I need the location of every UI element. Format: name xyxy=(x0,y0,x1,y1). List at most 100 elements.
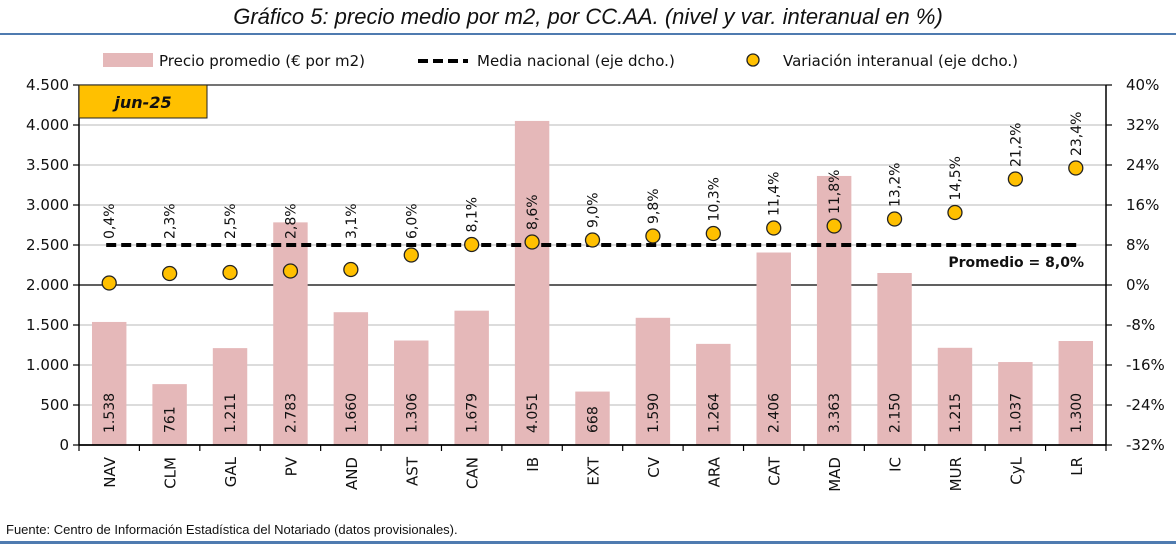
dot-label: 11,8% xyxy=(827,170,843,214)
right-axis-ticks: -32% -24% -16% -8% 0% 8% 16% 24% 32% 40% xyxy=(1106,76,1165,454)
dot xyxy=(886,211,903,227)
left-tick-label: 500 xyxy=(40,396,69,414)
dot xyxy=(464,236,480,253)
category-label: AND xyxy=(343,457,361,490)
right-tick-label: -16% xyxy=(1126,356,1165,374)
dot-label: 0,4% xyxy=(102,203,118,239)
dot-label: 8,6% xyxy=(525,194,541,230)
dot-label: 9,0% xyxy=(586,192,602,228)
bar xyxy=(1058,341,1094,445)
dot xyxy=(222,264,238,281)
bar-label: 3.363 xyxy=(827,393,843,433)
dot-label: 2,3% xyxy=(163,203,179,239)
bar xyxy=(756,252,791,445)
bar-label: 1.037 xyxy=(1008,393,1024,433)
legend-label-bar: Precio promedio (€ por m2) xyxy=(159,52,365,70)
dots xyxy=(101,160,1084,291)
bar-label: 4.051 xyxy=(525,393,541,433)
dot xyxy=(161,265,178,282)
dot-label: 13,2% xyxy=(888,163,904,207)
left-axis-ticks: 0 500 1.000 1.500 2.000 2.500 3.000 3.500 4.000 4… xyxy=(26,76,79,454)
bar xyxy=(152,384,187,445)
dot xyxy=(403,247,419,263)
category-label: IB xyxy=(524,457,542,472)
right-tick-label: -24% xyxy=(1126,396,1165,414)
left-tick-label: 4.000 xyxy=(26,116,69,134)
bar-label: 2.783 xyxy=(283,393,299,433)
right-tick-label: 16% xyxy=(1126,196,1159,214)
bar-label: 1.679 xyxy=(465,393,481,433)
dot xyxy=(282,263,299,279)
right-tick-label: -32% xyxy=(1126,436,1165,454)
average-annotation: Promedio = 8,0% xyxy=(948,255,1084,271)
category-label: CV xyxy=(645,456,663,477)
dot-label: 3,1% xyxy=(344,203,360,239)
dot-label: 23,4% xyxy=(1069,112,1085,156)
bar xyxy=(454,310,489,445)
dot xyxy=(343,261,359,278)
dot-label: 8,1% xyxy=(465,197,481,233)
bar-label: 1.538 xyxy=(102,393,118,433)
dot xyxy=(524,234,540,250)
category-label: NAV xyxy=(101,456,119,488)
legend-swatch-bar xyxy=(103,53,153,67)
category-label: CLM xyxy=(162,457,180,489)
dot-label: 21,2% xyxy=(1008,123,1024,167)
right-tick-label: -8% xyxy=(1126,316,1155,334)
category-label: GAL xyxy=(222,456,240,487)
title-rule xyxy=(0,33,1176,35)
left-tick-label: 4.500 xyxy=(26,76,69,94)
category-label: EXT xyxy=(585,456,603,485)
right-tick-label: 8% xyxy=(1126,236,1150,254)
bar-label: 1.264 xyxy=(706,393,722,433)
bar xyxy=(91,321,127,445)
dot-label: 2,8% xyxy=(283,203,299,239)
bar xyxy=(273,222,308,445)
category-labels: NAV CLM GAL PV AND AST CAN IB EXT CV ARA CAT MAD IC MU… xyxy=(78,445,1107,492)
category-label: LR xyxy=(1068,457,1086,476)
category-label: ARA xyxy=(705,456,723,487)
left-tick-label: 1.500 xyxy=(26,316,69,334)
footer-rule xyxy=(0,541,1176,544)
dot xyxy=(645,228,661,244)
bar-label: 1.590 xyxy=(646,393,662,433)
category-label: AST xyxy=(403,456,421,486)
category-label: PV xyxy=(282,456,300,476)
bar xyxy=(877,273,912,445)
bar-label: 1.215 xyxy=(948,393,964,433)
left-tick-label: 2.500 xyxy=(26,236,69,254)
legend-label-dot: Variación interanual (eje dcho.) xyxy=(783,52,1018,70)
axes xyxy=(78,84,1107,446)
bar xyxy=(212,348,248,445)
category-label: CyL xyxy=(1007,456,1025,484)
dot-labels: 0,4% 2,3% 2,5% 2,8% 3,1% 6,0% 8,1% 8,6% 9,0% 9,8%… xyxy=(102,112,1085,239)
right-tick-label: 0% xyxy=(1126,276,1150,294)
bar xyxy=(394,340,429,445)
bar-label: 1.306 xyxy=(404,393,420,433)
legend-label-line: Media nacional (eje dcho.) xyxy=(477,52,675,70)
category-label: MAD xyxy=(826,457,844,492)
left-tick-label: 0 xyxy=(59,436,69,454)
bar xyxy=(696,343,731,445)
bar xyxy=(635,317,671,445)
dot xyxy=(766,220,782,236)
dot-label: 9,8% xyxy=(646,188,662,224)
dot-label: 6,0% xyxy=(404,203,420,239)
bar-label: 1.300 xyxy=(1069,393,1085,433)
bar-label: 1.660 xyxy=(344,393,360,433)
bar-label: 2.406 xyxy=(767,393,783,433)
right-tick-label: 32% xyxy=(1126,116,1159,134)
bar-label: 1.211 xyxy=(223,393,239,433)
dot xyxy=(705,225,721,242)
bar xyxy=(998,362,1033,445)
category-label: IC xyxy=(887,457,905,472)
dot xyxy=(1068,160,1084,176)
bar xyxy=(514,120,550,446)
bar-label: 668 xyxy=(586,406,602,433)
dot xyxy=(1007,171,1024,187)
dot-label: 11,4% xyxy=(767,172,783,216)
category-label: CAN xyxy=(464,457,482,489)
category-label: CAT xyxy=(766,456,784,486)
right-tick-label: 40% xyxy=(1126,76,1159,94)
